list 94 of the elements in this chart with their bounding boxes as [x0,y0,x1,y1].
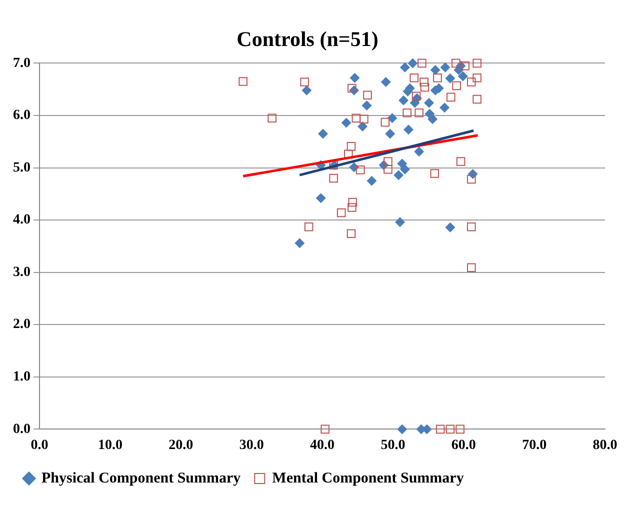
point [467,222,476,232]
point [397,424,408,434]
point [300,78,309,86]
point [467,174,476,184]
x-tick-label: 70.0 [522,438,547,454]
point [424,98,434,108]
point [304,222,314,232]
y-tick-label: 2.0 [13,317,30,332]
point [398,95,409,106]
point [440,62,450,72]
point [430,169,440,178]
chart-title: Controls (n=51) [236,27,378,52]
legend-label: Physical Component Summary [42,470,242,486]
point [395,217,406,228]
point [414,108,424,118]
point [420,78,428,86]
point [458,71,468,82]
point [412,92,421,101]
point [400,62,410,72]
point [358,121,368,132]
point [318,128,328,139]
point [403,124,414,135]
point [440,102,450,113]
point [380,77,391,88]
point [346,229,356,238]
point [356,165,365,174]
y-tick-label: 7.0 [13,56,30,71]
point [418,58,426,68]
x-tick-label: 50.0 [380,438,406,454]
y-tick-label: 4.0 [13,212,30,228]
x-tick-label: 80.0 [592,438,618,454]
point [366,176,377,186]
point [445,222,456,232]
point [380,118,390,127]
point [350,72,360,83]
legend-label: Mental Component Summary [272,470,464,486]
point [456,157,466,166]
x-tick-label: 30.0 [239,438,264,454]
point [348,198,358,207]
point [346,142,356,151]
point [460,61,470,70]
point [385,128,396,139]
x-tick-label: 0.0 [30,438,48,454]
point [397,158,408,169]
point [352,114,361,122]
point [414,146,424,157]
point [408,58,418,68]
x-tick-label: 10.0 [98,438,122,454]
point [400,164,410,174]
point [294,238,305,248]
point [360,114,368,124]
point [472,73,482,82]
point [420,82,430,92]
point [316,193,326,204]
x-tick-label: 20.0 [168,438,194,454]
point [451,58,460,68]
point [302,85,312,96]
point [387,113,398,124]
point [467,78,476,86]
y-tick-label: 5.0 [13,160,30,176]
point [456,424,464,434]
x-tick-label: 60.0 [451,438,476,454]
point [384,164,392,174]
point [436,424,445,434]
point [362,100,372,111]
y-tick-label: 1.0 [13,370,30,385]
point [363,90,372,100]
point [445,73,456,84]
point [410,73,419,82]
point [402,108,412,118]
point [341,118,352,128]
point [268,114,276,122]
point [394,170,404,180]
point [348,84,356,93]
point [336,208,346,218]
point [320,424,330,434]
point [446,92,456,102]
point [472,58,482,68]
point [349,162,360,172]
point [384,157,392,166]
y-tick-label: 3.0 [13,264,30,280]
point [452,81,461,90]
point [467,263,476,272]
y-tick-label: 6.0 [13,108,30,124]
x-tick-label: 40.0 [310,438,334,454]
point [433,73,442,82]
point [348,203,356,212]
point [430,64,440,75]
point [238,77,248,86]
point [446,424,455,434]
point [428,114,438,124]
point [472,94,482,104]
point [329,174,338,183]
y-tick-label: 0.0 [13,422,30,437]
